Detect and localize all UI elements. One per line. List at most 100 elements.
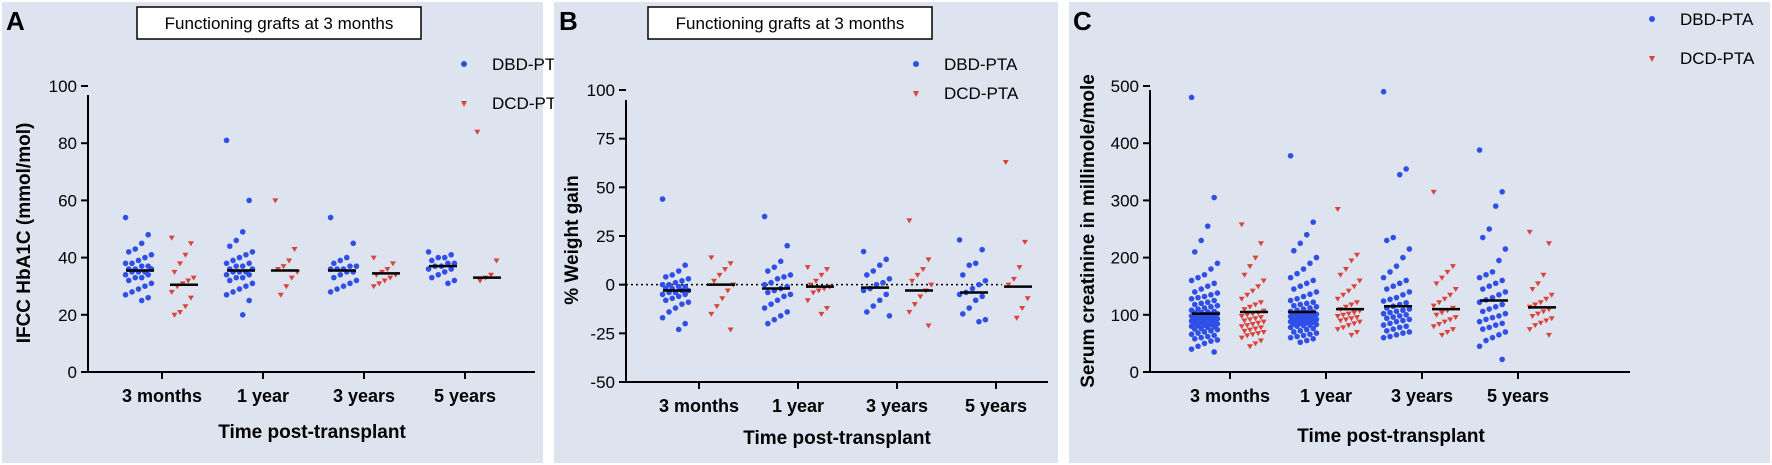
panel-b-ytick-label: 50 xyxy=(596,178,615,197)
panel-c-dbd-point xyxy=(1198,300,1205,307)
panel-c-dbd-point xyxy=(1208,338,1214,344)
panel-c-dcd-point xyxy=(1353,315,1360,321)
panel-c-y-label: Serum creatinine in millimole/mole xyxy=(1078,74,1099,388)
panel-b-dcd-point xyxy=(911,302,918,308)
panel-c-dbd-point xyxy=(1393,332,1400,338)
panel-c-dbd-point xyxy=(1204,333,1211,340)
panel-a-dbd-point xyxy=(226,277,233,284)
panel-c-dbd-point xyxy=(1390,314,1397,320)
panel-a-dbd-point xyxy=(125,249,132,255)
panel-b-dbd-point xyxy=(682,262,688,269)
panel-a-ytick-label: 40 xyxy=(58,249,77,268)
panel-a-dbd-point xyxy=(246,197,252,204)
panel-c-dbd-point xyxy=(1211,280,1217,287)
panel-b-dbd-point xyxy=(860,248,867,255)
panel-a-dcd-point xyxy=(168,235,175,241)
panel-c-dbd-point xyxy=(1499,189,1505,195)
panel-b-dbd-point xyxy=(883,256,890,263)
panel-a-dcd-point xyxy=(176,261,183,267)
panel-c-dbd-point xyxy=(1403,166,1409,172)
panel-c-dbd-point xyxy=(1291,286,1297,292)
panel-c-dbd-point xyxy=(1406,316,1413,323)
panel-b-category-label: 3 years xyxy=(866,396,928,416)
panel-c-dcd-point xyxy=(1543,296,1550,302)
panel-a-dbd-point xyxy=(246,271,252,278)
panel-c-dcd-point xyxy=(1241,328,1248,334)
panel-b-dbd-point xyxy=(669,295,676,302)
panel-b-dbd-point xyxy=(876,297,883,304)
panel-a-dbd-point xyxy=(142,254,148,261)
panel-c-dbd-point xyxy=(1393,308,1400,315)
panel-c-dbd-point xyxy=(1476,274,1483,281)
panel-a-dbd-point xyxy=(129,260,135,267)
panel-b-dbd-point xyxy=(976,318,982,325)
panel-b-dbd-point xyxy=(685,276,692,282)
panel-c-dbd-point xyxy=(1476,343,1483,350)
panel-b-dbd-point xyxy=(761,213,768,220)
panel-b-dbd-point xyxy=(672,279,679,286)
panel-a-dcd-point xyxy=(389,261,396,267)
panel-b-dbd-point xyxy=(685,299,692,305)
panel-a-dbd-point xyxy=(448,251,454,258)
panel-b-dbd-point xyxy=(876,262,883,269)
panel-c-dbd-point xyxy=(1313,254,1320,261)
panel-c-dbd-point xyxy=(1489,314,1496,321)
panel-c-dbd-point xyxy=(1380,322,1387,328)
panel-c-dbd-point xyxy=(1406,246,1413,252)
panel-a-dbd-point xyxy=(347,280,353,287)
panel-c-dbd-point xyxy=(1406,306,1413,312)
panel-c-category-label: 3 months xyxy=(1190,386,1270,406)
panel-c-dbd-point xyxy=(1486,306,1493,312)
panel-b-legend-dcd-label: DCD-PTA xyxy=(944,84,1019,103)
panel-b-dbd-point xyxy=(761,281,768,288)
panel-c-dcd-point xyxy=(1545,332,1552,338)
panel-c-dbd-point xyxy=(1211,297,1217,304)
panel-a-dbd-point xyxy=(337,271,344,278)
panel-a-dbd-point xyxy=(145,294,151,301)
panel-c-dbd-point xyxy=(1195,274,1201,281)
panel-b-dcd-point xyxy=(906,309,913,315)
panel-b-dcd-point xyxy=(727,327,734,333)
panel-a-ytick-label: 100 xyxy=(49,77,77,96)
panel-c-dbd-point xyxy=(1313,303,1320,310)
panel-b-dbd-point xyxy=(679,301,685,307)
panel-a-dcd-point xyxy=(190,275,197,281)
panel-b-dbd-point xyxy=(870,268,877,274)
panel-c-dcd-point xyxy=(1337,318,1344,324)
panel-c-dbd-point xyxy=(1214,260,1221,267)
panel-c-dbd-point xyxy=(1188,346,1195,352)
panel-a-dbd-point xyxy=(135,286,142,292)
panel-c-dbd-point xyxy=(1294,333,1300,340)
panel-c-dbd-point xyxy=(1489,269,1496,275)
panel-b-dbd-point xyxy=(679,277,685,284)
panel-b-dcd-point xyxy=(925,257,932,263)
panel-c-dbd-point xyxy=(1479,308,1486,315)
panel-b-dbd-point xyxy=(659,196,666,202)
panel-a-ytick-label: 0 xyxy=(68,363,77,382)
panel-c-dbd-point xyxy=(1486,226,1493,232)
panel-b-category-label: 5 years xyxy=(965,396,1027,416)
panel-b-dcd-point xyxy=(1019,306,1026,312)
panel-b-dbd-point xyxy=(774,276,781,282)
panel-b-dbd-point xyxy=(956,237,963,243)
panel-c-dbd-point xyxy=(1479,286,1486,292)
panel-b-dbd-point xyxy=(682,283,688,290)
panel-b-dcd-point xyxy=(906,218,913,224)
panel-c-dbd-point xyxy=(1313,330,1320,336)
panel-b-dbd-point xyxy=(781,274,787,280)
panel-c-dbd-point xyxy=(1502,289,1509,295)
panel-c-dbd-point xyxy=(1390,283,1397,290)
panel-c-dcd-point xyxy=(1334,296,1341,302)
panel-c-dbd-point xyxy=(1403,299,1409,306)
panel-c-dcd-point xyxy=(1534,311,1541,317)
panel-a-dbd-point xyxy=(138,297,145,304)
panel-c-dcd-point xyxy=(1436,300,1443,306)
panel-c-dbd-point xyxy=(1297,240,1304,247)
panel-c-dbd-point xyxy=(1191,249,1198,255)
panel-c-dbd-point xyxy=(1499,277,1505,284)
panel-a-background xyxy=(2,2,543,463)
panel-c-dbd-point xyxy=(1201,340,1208,347)
panel-a-dbd-point xyxy=(129,289,135,295)
panel-c-dbd-point xyxy=(1492,203,1499,209)
panel-c-dbd-point xyxy=(1496,291,1502,298)
